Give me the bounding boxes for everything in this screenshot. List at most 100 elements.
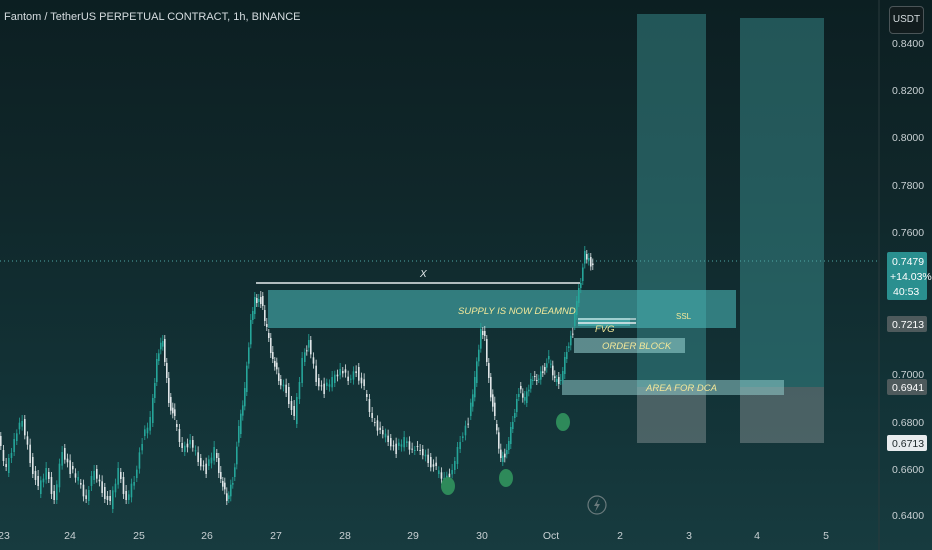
candle-body xyxy=(61,452,63,466)
svg-text:0.7213: 0.7213 xyxy=(892,319,924,331)
currency-button[interactable]: USDT xyxy=(889,6,924,34)
candle-body xyxy=(374,422,376,423)
candle-body xyxy=(540,371,542,380)
candle-body xyxy=(528,389,530,392)
candle-body xyxy=(476,361,478,383)
low-marker-3[interactable] xyxy=(556,413,570,431)
candle-body xyxy=(280,379,282,386)
candle-body xyxy=(518,394,520,397)
candle-body xyxy=(197,452,199,462)
candle-body xyxy=(326,382,328,386)
candle-body xyxy=(133,482,135,486)
candle-body xyxy=(435,462,437,466)
candle-body xyxy=(352,371,355,380)
price-tick-label: 0.6600 xyxy=(892,464,924,476)
dca-label: AREA FOR DCA xyxy=(645,383,717,394)
candle-body xyxy=(202,465,205,467)
candle-body xyxy=(522,393,524,398)
candle-body xyxy=(398,442,400,446)
candle-body xyxy=(440,472,443,479)
candle-body xyxy=(0,436,2,446)
candle-body xyxy=(205,463,207,474)
candle-body xyxy=(29,444,31,463)
candle-body xyxy=(306,350,308,352)
time-tick-label: 30 xyxy=(476,530,488,542)
candle-body xyxy=(548,356,550,360)
candle-body xyxy=(37,476,39,486)
x-label: X xyxy=(419,269,427,280)
time-tick-label: 5 xyxy=(823,530,829,542)
candles xyxy=(0,246,594,513)
candle-body xyxy=(390,438,392,447)
candle-body xyxy=(34,471,37,480)
svg-text:0.6941: 0.6941 xyxy=(892,382,924,394)
candle-body xyxy=(66,458,69,463)
time-tick-label: 29 xyxy=(407,530,419,542)
candle-body xyxy=(310,340,312,355)
candle-body xyxy=(288,387,290,404)
candle-body xyxy=(520,386,522,390)
candle-body xyxy=(574,311,576,326)
candle-body xyxy=(578,288,580,303)
candle-body xyxy=(272,352,274,359)
candle-body xyxy=(32,457,34,474)
candle-body xyxy=(88,490,90,501)
candle-body xyxy=(530,379,532,389)
candle-body xyxy=(524,397,526,401)
candle-body xyxy=(181,443,183,448)
candle-body xyxy=(260,297,262,304)
candle-body xyxy=(174,409,176,416)
candle-body xyxy=(128,494,130,500)
low-marker-1[interactable] xyxy=(441,477,455,495)
dca-zone[interactable] xyxy=(562,380,784,395)
candle-body xyxy=(58,463,61,488)
time-tick-label: 23 xyxy=(0,530,10,542)
candle-body xyxy=(384,433,387,438)
candle-body xyxy=(572,333,574,335)
ssl-zone[interactable] xyxy=(578,318,630,326)
candle-body xyxy=(152,398,154,423)
candle-body xyxy=(432,464,435,467)
candle-body xyxy=(331,377,333,388)
lightning-icon[interactable] xyxy=(587,495,607,515)
candle-body xyxy=(422,449,424,456)
price-axis[interactable]: 0.8400 0.8200 0.8000 0.7800 0.7600 0.7000 0.68… xyxy=(892,38,924,522)
svg-text:0.6713: 0.6713 xyxy=(892,438,924,450)
candle-body xyxy=(534,376,536,377)
candle-body xyxy=(232,483,234,485)
candle-body xyxy=(228,495,230,499)
candle-body xyxy=(510,427,512,444)
price-tick-label: 0.6800 xyxy=(892,417,924,429)
candle-body xyxy=(506,450,508,455)
candle-body xyxy=(268,333,270,338)
candle-body xyxy=(278,373,280,381)
candle-body xyxy=(504,453,506,458)
candle-body xyxy=(208,459,210,466)
supply-demand-zone[interactable] xyxy=(268,290,736,328)
candle-body xyxy=(16,433,18,441)
candle-body xyxy=(542,371,544,373)
time-axis[interactable]: 23 24 25 26 27 28 29 30 Oct 2 3 4 5 xyxy=(0,530,829,542)
candle-body xyxy=(194,450,197,452)
ssl-label: SSL xyxy=(676,312,692,321)
low-marker-2[interactable] xyxy=(499,469,513,487)
candle-body xyxy=(400,444,403,447)
candle-body xyxy=(42,478,45,483)
candle-body xyxy=(334,374,336,383)
candle-body xyxy=(588,258,590,261)
candle-body xyxy=(550,363,552,365)
candle-body xyxy=(350,378,352,380)
time-tick-label: 2 xyxy=(617,530,623,542)
order-block-zone[interactable] xyxy=(574,338,685,353)
candle-body xyxy=(490,377,492,398)
candle-body xyxy=(392,445,395,447)
candle-body xyxy=(546,363,548,368)
candle-body xyxy=(250,320,252,345)
time-tick-label: 25 xyxy=(133,530,145,542)
change-percent: +14.03% xyxy=(890,271,932,283)
candle-body xyxy=(576,301,578,315)
candle-body xyxy=(77,477,79,481)
candle-body xyxy=(96,469,98,479)
candle-body xyxy=(48,472,50,479)
